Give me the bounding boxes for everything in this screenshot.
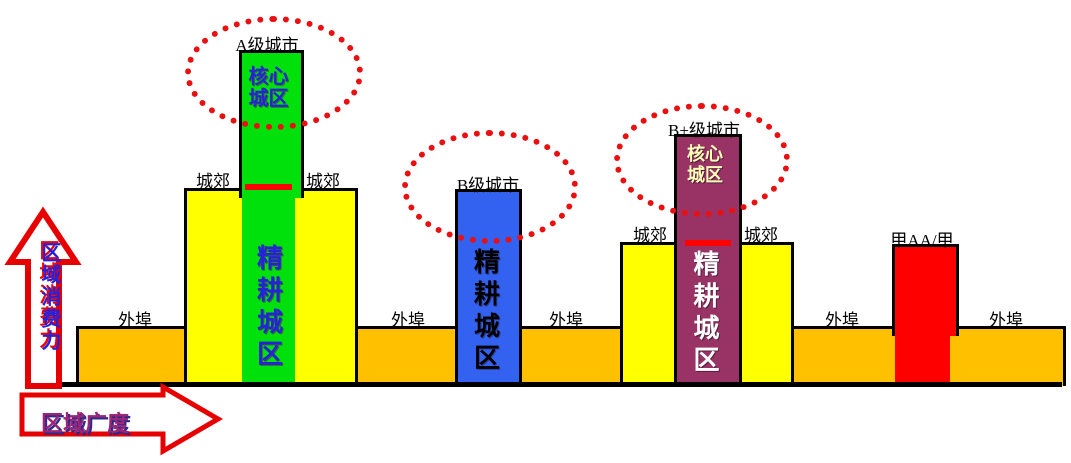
outer-label-3: 外埠 bbox=[549, 311, 583, 330]
suburb-label-a-left: 城郊 bbox=[196, 172, 230, 191]
suburb-label-bplus-left: 城郊 bbox=[633, 226, 667, 245]
city-a-core-divider bbox=[245, 184, 292, 190]
suburb-label-a-right: 城郊 bbox=[306, 172, 340, 191]
y-axis-arrow bbox=[4, 206, 82, 389]
city-bplus-core-divider bbox=[685, 240, 731, 246]
y-axis-label: 区域消费力 bbox=[38, 242, 60, 352]
x-axis-arrow bbox=[19, 382, 223, 456]
city-b-callout-ellipse bbox=[402, 130, 578, 244]
city-b-zone-label: 精耕城区 bbox=[470, 248, 501, 376]
city-jia-column-base bbox=[895, 333, 950, 383]
suburb-label-bplus-right: 城郊 bbox=[744, 226, 778, 245]
city-jia-column bbox=[892, 244, 959, 336]
city-a-zone-column bbox=[242, 195, 295, 383]
outer-label-4: 外埠 bbox=[825, 311, 859, 330]
outer-label-5: 外埠 bbox=[989, 311, 1023, 330]
city-a-callout-ellipse bbox=[185, 16, 363, 130]
city-bplus-callout-ellipse bbox=[614, 103, 790, 217]
city-a-zone-label: 精耕城区 bbox=[253, 244, 284, 372]
ground-baseline bbox=[57, 382, 1062, 387]
x-axis-label: 区域广度 bbox=[41, 411, 130, 436]
city-jia-name: 甲AA/甲 bbox=[890, 231, 954, 250]
city-bplus-zone-label: 精耕城区 bbox=[690, 250, 720, 378]
outer-label-2: 外埠 bbox=[391, 311, 425, 330]
outer-label-1: 外埠 bbox=[118, 311, 152, 330]
